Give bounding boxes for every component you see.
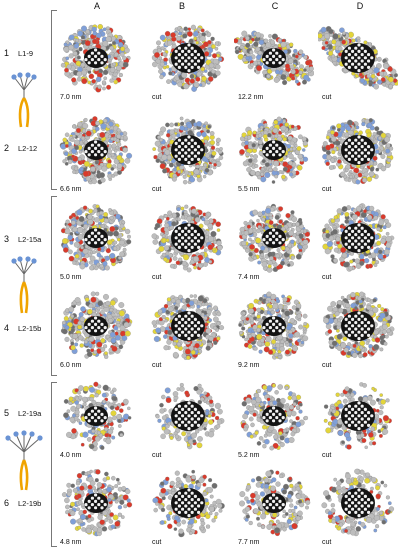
size-label: 6.0 nm bbox=[60, 362, 82, 369]
molecule-render bbox=[321, 468, 395, 537]
molecule-render bbox=[63, 381, 132, 452]
column-header-b: B bbox=[178, 1, 185, 11]
size-label: 7.0 nm bbox=[60, 94, 82, 101]
size-label: cut bbox=[152, 362, 162, 369]
molecule-render bbox=[321, 203, 395, 272]
column-header-d: D bbox=[356, 1, 364, 11]
cell-6d: cut bbox=[318, 465, 398, 546]
molecule-render bbox=[239, 469, 311, 537]
size-label: cut bbox=[322, 539, 332, 546]
molecule-render bbox=[234, 30, 314, 86]
cell-4a: 6.0 nm bbox=[56, 288, 136, 369]
size-label: 5.2 nm bbox=[238, 452, 260, 459]
size-label: cut bbox=[322, 94, 332, 101]
molecule-render bbox=[239, 116, 309, 184]
cell-2b: cut bbox=[148, 112, 228, 193]
molecule-render bbox=[59, 116, 133, 185]
cell-5d: cut bbox=[318, 378, 398, 459]
size-label: cut bbox=[152, 274, 162, 281]
lipid-glyph-branched bbox=[5, 430, 43, 491]
cell-2d: cut bbox=[318, 112, 398, 193]
molecule-render bbox=[323, 291, 395, 359]
molecule-render bbox=[151, 24, 225, 92]
row-name-5: L2-19a bbox=[18, 409, 42, 418]
size-label: cut bbox=[152, 186, 162, 193]
row-number-3: 3 bbox=[4, 234, 10, 244]
size-label: cut bbox=[322, 452, 332, 459]
size-label: 6.6 nm bbox=[60, 186, 82, 193]
row-name-6: L2-19b bbox=[18, 499, 42, 508]
molecule-render bbox=[152, 469, 225, 538]
cell-6b: cut bbox=[148, 465, 228, 546]
cell-1b: cut bbox=[148, 20, 228, 101]
size-label: 5.5 nm bbox=[238, 186, 260, 193]
row-number-2: 2 bbox=[4, 143, 10, 153]
cell-5c: 5.2 nm bbox=[234, 378, 314, 459]
group-bracket-2 bbox=[51, 196, 57, 376]
row-name-4: L2-15b bbox=[18, 324, 42, 333]
lipid-glyph-one-tail bbox=[11, 72, 37, 128]
cell-4d: cut bbox=[318, 288, 398, 369]
group-bracket-3 bbox=[51, 382, 57, 547]
cell-3b: cut bbox=[148, 200, 228, 281]
molecule-render bbox=[239, 203, 311, 273]
cell-6c: 7.7 nm bbox=[234, 465, 314, 546]
molecule-render bbox=[151, 204, 223, 273]
cell-4c: 9.2 nm bbox=[234, 288, 314, 369]
column-header-c: C bbox=[271, 1, 279, 11]
size-label: 4.8 nm bbox=[60, 539, 82, 546]
cell-3a: 5.0 nm bbox=[56, 200, 136, 281]
row-number-1: 1 bbox=[4, 48, 10, 58]
size-label: cut bbox=[152, 539, 162, 546]
row-number-4: 4 bbox=[4, 323, 10, 333]
molecule-render bbox=[323, 382, 392, 450]
cell-4b: cut bbox=[148, 288, 228, 369]
molecule-render bbox=[60, 291, 133, 359]
size-label: 9.2 nm bbox=[238, 362, 260, 369]
cell-2c: 5.5 nm bbox=[234, 112, 314, 193]
size-label: 7.7 nm bbox=[238, 539, 260, 546]
row-name-3: L2-15a bbox=[18, 235, 42, 244]
size-label: cut bbox=[322, 274, 332, 281]
molecule-render bbox=[61, 469, 133, 537]
molecule-render bbox=[318, 26, 398, 90]
row-number-5: 5 bbox=[4, 408, 10, 418]
row-name-1: L1-9 bbox=[18, 49, 34, 58]
size-label: cut bbox=[322, 186, 332, 193]
molecule-render bbox=[60, 204, 132, 271]
size-label: 7.4 nm bbox=[238, 274, 260, 281]
cell-5b: cut bbox=[148, 378, 228, 459]
size-label: cut bbox=[152, 452, 162, 459]
size-label: 5.0 nm bbox=[60, 274, 82, 281]
molecule-render bbox=[238, 291, 310, 360]
cell-5a: 4.0 nm bbox=[56, 378, 136, 459]
cell-1c: 12.2 nm bbox=[234, 20, 314, 101]
molecule-render bbox=[152, 116, 224, 185]
size-label: 12.2 nm bbox=[238, 94, 264, 101]
molecule-render bbox=[60, 24, 131, 93]
cell-1d: cut bbox=[318, 20, 398, 101]
cell-2a: 6.6 nm bbox=[56, 112, 136, 193]
row-name-2: L2-12 bbox=[18, 144, 38, 153]
molecule-render bbox=[321, 118, 394, 185]
cell-3d: cut bbox=[318, 200, 398, 281]
row-number-6: 6 bbox=[4, 498, 10, 508]
cell-3c: 7.4 nm bbox=[234, 200, 314, 281]
cell-1a: 7.0 nm bbox=[56, 20, 136, 101]
column-header-a: A bbox=[93, 1, 100, 11]
size-label: cut bbox=[152, 94, 162, 101]
molecule-render bbox=[155, 382, 225, 450]
molecule-render bbox=[240, 382, 309, 451]
cell-6a: 4.8 nm bbox=[56, 465, 136, 546]
lipid-glyph-two-tail bbox=[11, 256, 37, 314]
molecule-render bbox=[151, 294, 225, 360]
size-label: 4.0 nm bbox=[60, 452, 82, 459]
size-label: cut bbox=[322, 362, 332, 369]
group-bracket-1 bbox=[51, 10, 57, 190]
